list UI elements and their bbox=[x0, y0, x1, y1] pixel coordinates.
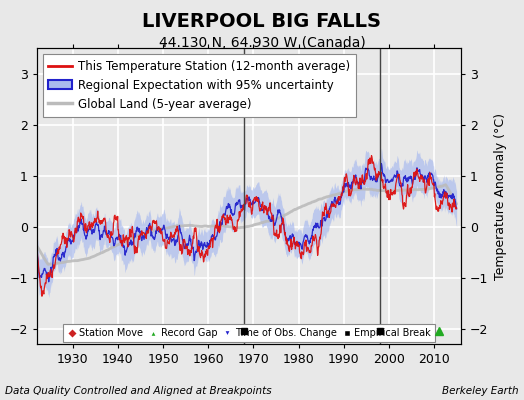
Text: Berkeley Earth: Berkeley Earth bbox=[442, 386, 519, 396]
Text: LIVERPOOL BIG FALLS: LIVERPOOL BIG FALLS bbox=[143, 12, 381, 31]
Y-axis label: Temperature Anomaly (°C): Temperature Anomaly (°C) bbox=[494, 112, 507, 280]
Legend: Station Move, Record Gap, Time of Obs. Change, Empirical Break: Station Move, Record Gap, Time of Obs. C… bbox=[63, 324, 435, 342]
Text: 44.130 N, 64.930 W (Canada): 44.130 N, 64.930 W (Canada) bbox=[159, 36, 365, 50]
Text: Data Quality Controlled and Aligned at Breakpoints: Data Quality Controlled and Aligned at B… bbox=[5, 386, 272, 396]
